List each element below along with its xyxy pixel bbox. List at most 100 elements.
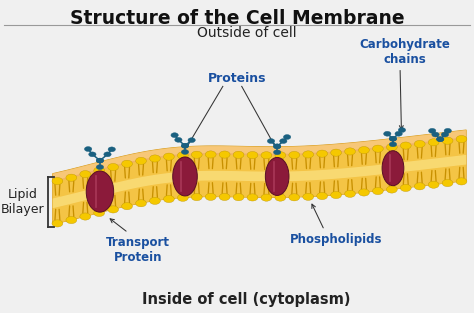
Circle shape [205, 151, 216, 158]
Circle shape [389, 142, 397, 147]
Circle shape [414, 140, 425, 147]
Circle shape [219, 193, 230, 201]
Circle shape [358, 189, 369, 196]
Circle shape [84, 146, 92, 151]
Circle shape [414, 183, 425, 190]
Circle shape [96, 158, 104, 163]
Circle shape [149, 197, 160, 204]
Circle shape [331, 149, 342, 156]
Ellipse shape [382, 151, 404, 186]
Circle shape [233, 151, 244, 158]
Circle shape [289, 194, 300, 201]
Text: Outside of cell: Outside of cell [197, 26, 296, 40]
Circle shape [267, 139, 275, 143]
Circle shape [164, 153, 174, 160]
Circle shape [108, 163, 118, 171]
Circle shape [171, 133, 178, 138]
Circle shape [303, 193, 314, 200]
Circle shape [273, 144, 281, 149]
Circle shape [373, 187, 383, 195]
Text: Phospholipids: Phospholipids [290, 233, 383, 246]
Text: Transport
Protein: Transport Protein [106, 236, 170, 264]
Circle shape [401, 184, 411, 192]
Circle shape [444, 128, 451, 133]
Circle shape [94, 209, 105, 217]
Circle shape [182, 143, 189, 148]
Circle shape [331, 192, 342, 199]
Circle shape [383, 131, 391, 136]
Polygon shape [53, 130, 466, 224]
Circle shape [66, 174, 77, 181]
Circle shape [428, 139, 439, 146]
Circle shape [136, 200, 146, 207]
Circle shape [317, 150, 328, 157]
Circle shape [317, 192, 328, 200]
Circle shape [122, 160, 133, 167]
Circle shape [401, 142, 411, 149]
Circle shape [273, 144, 281, 149]
Circle shape [52, 177, 63, 185]
Circle shape [149, 155, 160, 162]
Text: Inside of cell (cytoplasm): Inside of cell (cytoplasm) [142, 292, 351, 307]
Circle shape [358, 146, 369, 154]
Circle shape [108, 206, 118, 213]
Circle shape [104, 152, 111, 157]
Circle shape [164, 195, 174, 203]
Circle shape [182, 143, 189, 148]
Text: Carbohydrate
chains: Carbohydrate chains [359, 38, 450, 66]
Circle shape [386, 186, 397, 193]
Text: Lipid
Bilayer: Lipid Bilayer [0, 188, 45, 216]
Circle shape [437, 137, 444, 142]
Circle shape [247, 151, 258, 159]
Circle shape [182, 150, 189, 154]
Circle shape [108, 147, 116, 152]
Circle shape [441, 132, 448, 137]
Circle shape [373, 145, 383, 152]
Circle shape [261, 152, 272, 159]
Polygon shape [53, 155, 466, 208]
Circle shape [437, 137, 444, 142]
Circle shape [233, 194, 244, 201]
Circle shape [283, 135, 291, 140]
Ellipse shape [173, 157, 197, 196]
Circle shape [247, 194, 258, 201]
Circle shape [188, 138, 195, 143]
Circle shape [389, 136, 397, 141]
Circle shape [191, 193, 202, 201]
Circle shape [456, 136, 467, 143]
Circle shape [428, 128, 436, 133]
Circle shape [66, 217, 77, 224]
Circle shape [96, 158, 104, 163]
Circle shape [398, 128, 406, 132]
Circle shape [428, 181, 439, 188]
Circle shape [136, 157, 146, 164]
Polygon shape [53, 139, 466, 224]
Text: Proteins: Proteins [208, 72, 266, 85]
Circle shape [273, 150, 281, 155]
Text: Structure of the Cell Membrane: Structure of the Cell Membrane [70, 9, 404, 28]
Circle shape [80, 213, 91, 220]
Circle shape [175, 137, 182, 142]
Circle shape [442, 179, 453, 187]
Circle shape [219, 151, 230, 158]
Circle shape [275, 194, 286, 201]
Circle shape [389, 136, 397, 141]
Circle shape [96, 165, 104, 170]
Ellipse shape [265, 157, 289, 195]
Circle shape [52, 220, 63, 227]
Circle shape [432, 132, 439, 137]
Circle shape [261, 194, 272, 201]
Circle shape [395, 131, 402, 136]
Circle shape [280, 139, 287, 143]
Ellipse shape [86, 171, 114, 212]
Circle shape [94, 167, 105, 174]
Circle shape [122, 203, 133, 210]
Circle shape [386, 144, 397, 151]
Circle shape [345, 190, 356, 198]
Polygon shape [53, 130, 466, 181]
Circle shape [345, 148, 356, 155]
Circle shape [191, 151, 202, 158]
Circle shape [456, 178, 467, 185]
Circle shape [205, 193, 216, 200]
Circle shape [289, 151, 300, 159]
